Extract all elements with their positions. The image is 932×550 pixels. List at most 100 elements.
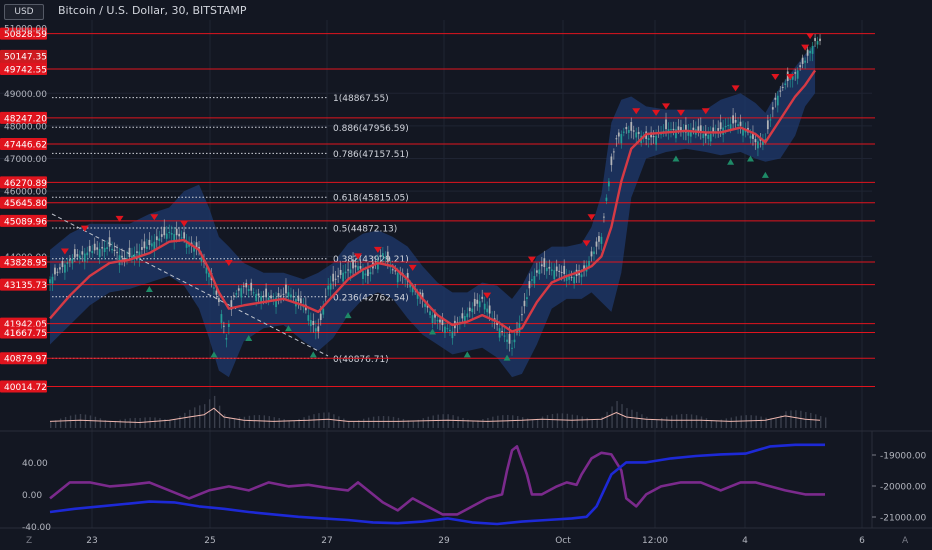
candle-body (108, 237, 111, 247)
volume-bar (795, 410, 797, 428)
candle-body (173, 234, 176, 242)
candle-body (528, 281, 531, 289)
oscillator-line-1 (49, 443, 825, 526)
candle-body (297, 295, 300, 302)
candle-body (205, 267, 208, 274)
candle-body (76, 254, 79, 257)
sell-signal-marker (662, 103, 671, 110)
zoom-toggle-button[interactable]: Z (26, 536, 33, 546)
volume-bar (616, 401, 618, 428)
candle-body (406, 272, 409, 282)
candle-body (655, 135, 657, 145)
volume-bar (675, 414, 678, 428)
sell-signal-marker (632, 108, 641, 115)
candle-body (600, 236, 603, 244)
volume-bar (651, 419, 653, 428)
price-label-bg-12 (0, 214, 47, 227)
candle-body (292, 296, 295, 298)
candle-body (488, 305, 491, 314)
price-label-4: 49000.00 (4, 90, 47, 100)
volume-bar (507, 415, 509, 428)
volume-bar (382, 416, 385, 428)
volume-bar (298, 418, 300, 428)
candle-body (49, 279, 51, 284)
candle-body (501, 330, 503, 332)
volume-bar (526, 418, 529, 428)
volume-bar (174, 418, 176, 428)
oscillator-line-0 (49, 445, 825, 516)
auto-scale-button[interactable]: A (902, 536, 909, 546)
candle-body (598, 236, 600, 242)
candle-body (213, 287, 215, 289)
time-label-2: 27 (321, 536, 332, 546)
time-label-4: Oct (555, 536, 571, 546)
candle-body (237, 288, 240, 291)
candle-body (277, 293, 280, 297)
volume-bar (228, 417, 231, 428)
candle-body (183, 232, 186, 239)
price-label-19: 40014.72 (4, 383, 47, 393)
candle-body (150, 243, 153, 247)
volume-bar (293, 420, 295, 428)
candle-body (101, 246, 104, 249)
candle-body (232, 295, 235, 297)
volume-bar (606, 411, 608, 428)
volume-bar (353, 421, 355, 428)
time-label-7: 6 (859, 536, 865, 546)
price-label-bg-3 (0, 63, 47, 76)
price-label-5: 48247.20 (4, 114, 47, 124)
volume-bar (288, 420, 290, 428)
candle-body (558, 270, 561, 272)
candle-body (312, 320, 315, 325)
volume-bar (328, 412, 330, 428)
fib-label-0.5: 0.5(44872.13) (333, 224, 397, 234)
candle-body (759, 138, 762, 141)
volume-bar (134, 417, 136, 428)
price-label-16: 41942.05 (4, 320, 47, 330)
ma-line (49, 69, 817, 333)
candle-body (111, 248, 113, 251)
volume-bar (785, 411, 787, 428)
candle-body (180, 237, 183, 239)
buy-signal-marker (344, 312, 352, 319)
volume-bar (626, 408, 628, 428)
candle-body (496, 322, 499, 325)
price-label-15: 43135.73 (4, 281, 47, 291)
volume-bar (139, 418, 141, 428)
candle-body (712, 127, 715, 134)
candle-body (334, 278, 337, 280)
candle-body (431, 315, 434, 324)
candle-body (128, 247, 131, 257)
candle-body (476, 299, 479, 304)
axis-labels: 50828.5950147.3525:5649742.5549000.00482… (0, 25, 926, 546)
candle-body (692, 127, 695, 130)
candle-body (222, 325, 225, 327)
candle-body (533, 276, 536, 284)
volume-bar (184, 412, 186, 428)
candle-body (384, 257, 387, 259)
price-label-3: 49742.55 (4, 66, 47, 76)
candle-body (421, 292, 424, 300)
volume-bar (189, 409, 191, 428)
currency-button[interactable]: USD (4, 4, 44, 20)
candle-body (282, 293, 285, 295)
volume-bar (447, 414, 449, 428)
volume-bar (124, 418, 126, 428)
sell-signal-marker (150, 214, 159, 221)
candle-body (394, 270, 397, 272)
volume-bar (442, 414, 444, 428)
candle-body (543, 258, 546, 268)
osc-right-label-1: -20000.00 (880, 483, 926, 493)
volume-ma-line (49, 407, 821, 424)
candle-body (240, 288, 243, 298)
candle-body (344, 271, 347, 274)
buy-signal-marker (463, 351, 471, 358)
volume-bar (536, 418, 539, 428)
volume-bar (313, 414, 315, 428)
volume-bar (740, 415, 742, 428)
candle-body (342, 272, 345, 282)
candle-body (329, 283, 332, 290)
volume-bar (765, 417, 767, 428)
volume-bar (571, 414, 574, 428)
